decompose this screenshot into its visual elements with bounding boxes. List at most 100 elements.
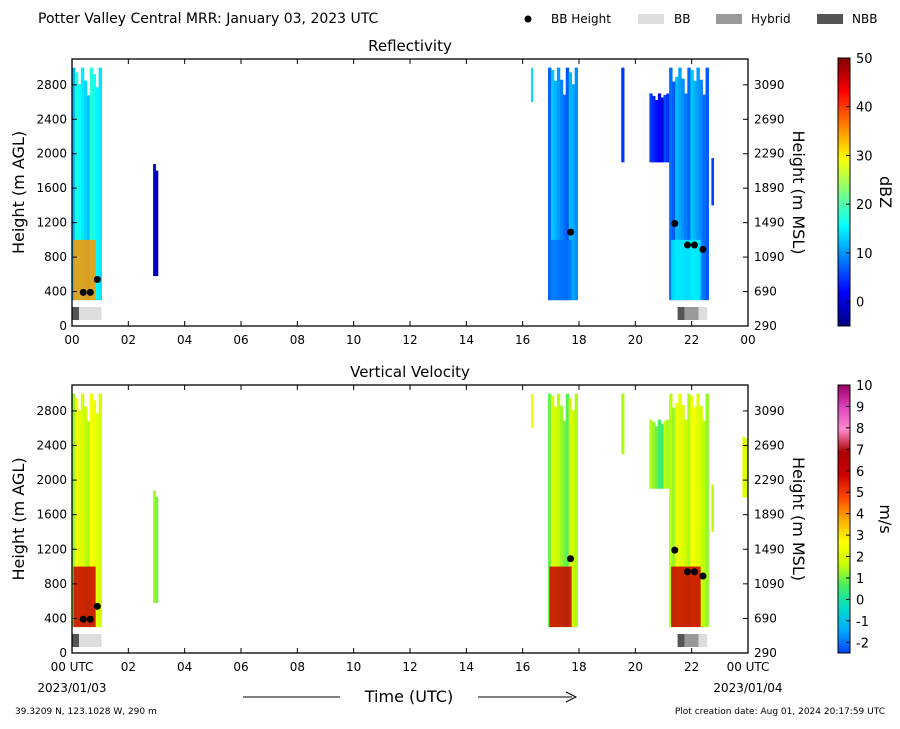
panel-title: Vertical Velocity [350,363,470,381]
x-tick-label: 14 [459,660,474,674]
echo-strip [681,78,685,301]
echo-column [72,67,102,301]
echo-strip [83,80,88,301]
echo-layer [72,393,748,628]
echo-strip [660,97,664,163]
echo-strip [672,407,676,628]
panel-title: Reflectivity [368,37,452,55]
echo-strip [553,406,558,628]
time-arrow-head [565,691,578,703]
y-right-tick-label: 1090 [754,577,785,591]
y-right-tick-label: 1090 [754,250,785,264]
echo-strip [98,393,102,628]
echo-strip [652,95,656,163]
y-tick-label: 2000 [36,147,67,161]
colorbar-title: dBZ [876,176,895,208]
x-axis: 00 UTC 02 04 06 08 10 12 14 16 18 20 22 00 UTC 2023/0… [37,385,783,695]
bb-type-segment-hybrid [684,307,699,320]
echo-strip [77,410,82,628]
x-tick-label: 00 UTC [727,660,770,674]
bb-type-segment-nbb [72,307,80,320]
bb-type-bar [72,634,708,647]
echo-strip [80,393,85,628]
bb-height-point [690,568,698,576]
echo-strip [74,72,79,301]
y-right-tick-label: 3090 [754,78,785,92]
colorbar-tick-label: 9 [856,400,864,415]
echo-strip [153,164,156,277]
echo-strip [92,74,97,301]
y-axis-right: 290 690 1090 1490 1890 2290 2690 3090 [743,404,785,660]
echo-strip [702,94,706,301]
echo-strip [89,393,94,628]
echo-strip [77,84,82,301]
y-right-tick-label: 1490 [754,542,785,556]
echo-strip [687,393,691,628]
x-tick-label: 06 [233,333,248,347]
bb-height-point [683,241,691,249]
header-legend: BB Height BB Hybrid NBB [524,12,877,26]
y-tick-label: 1600 [36,181,67,195]
bb-height-point [699,245,707,253]
bb-height-point [79,288,87,296]
echo-strip [690,70,694,301]
x-tick-label: 20 [628,333,643,347]
echo-strip [550,396,555,628]
x-tick-label: 22 [684,660,699,674]
echo-strip [86,95,91,301]
y-right-tick-label: 290 [754,646,777,660]
echo-strip [550,70,555,301]
echo-strip [531,67,534,103]
plot-creation-date: Plot creation date: Aug 01, 2024 20:17:5… [675,707,885,717]
y-tick-label: 400 [44,611,67,625]
echo-column [153,164,159,277]
colorbar-tick-label: 50 [856,52,873,67]
echo-strip [559,405,564,628]
bb-type-bar [72,307,708,320]
echo-strip [660,423,664,489]
echo-strip [742,436,746,498]
echo-low-level [671,239,701,301]
colorbar-tick-label: 10 [856,379,873,394]
x-tick-label: 10 [346,333,361,347]
echo-column [548,67,578,301]
x-tick-label: 20 [628,660,643,674]
echo-strip [89,67,94,301]
legend-marker-box [638,14,664,24]
echo-column [669,67,709,301]
echo-strip [681,404,685,628]
echo-strip [669,67,673,301]
echo-column [153,490,159,603]
y-right-tick-label: 2290 [754,147,785,161]
legend-marker-box [817,14,843,24]
echo-strip [711,484,715,532]
colorbar-tick-label: 2 [856,551,864,566]
bb-type-segment-nbb [677,307,685,320]
echo-strip [684,419,688,628]
y-tick-label: 0 [59,646,67,660]
y-tick-label: 2400 [36,112,67,126]
y-right-tick-label: 2690 [754,112,785,126]
echo-strip [548,393,552,628]
x-axis-title: Time (UTC) [364,687,453,706]
x-date-label-end: 2023/01/04 [713,681,782,695]
echo-column [531,67,534,103]
echo-strip [702,420,706,628]
echo-column [548,393,578,628]
bb-type-segment-bb [79,634,102,647]
echo-strip [705,67,709,301]
echo-strip [556,67,561,301]
echo-strip [663,421,667,489]
y-right-tick-label: 690 [754,611,777,625]
colorbar-tick-label: 0 [856,593,864,608]
echo-strip [699,405,703,628]
x-tick-label: 10 [346,660,361,674]
legend-marker-dot [524,15,532,23]
echo-strip [155,496,159,603]
echo-strip [565,67,570,301]
x-tick-label: 00 [740,333,755,347]
echo-strip [83,406,88,628]
y-right-tick-label: 3090 [754,404,785,418]
bb-type-segment-nbb [72,634,80,647]
echo-layer [72,67,715,301]
